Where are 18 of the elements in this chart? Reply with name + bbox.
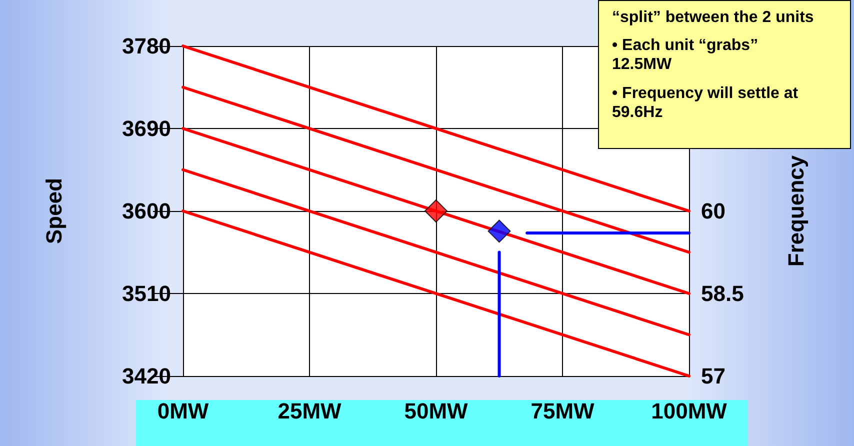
y2-tick-label: 58.5	[701, 281, 744, 306]
y-tick-label: 3420	[122, 364, 171, 388]
x-tick-label: 0MW	[157, 398, 209, 424]
y-tick-label: 3510	[122, 281, 171, 306]
y-axis-title: Speed	[42, 178, 66, 244]
annotation: • Frequency will settle at 59.6Hz	[612, 85, 803, 121]
y2-tick-label: 57	[701, 364, 726, 388]
x-tick-label: 75MW	[530, 398, 595, 424]
x-tick-label: 25MW	[278, 398, 342, 424]
y-tick-label: 3600	[122, 198, 171, 224]
annotation: • Each unit “grabs” 12.5MW	[612, 37, 763, 73]
text: “split” between the 2 units	[612, 9, 814, 26]
y2-tick-label: 60	[701, 198, 726, 224]
x-tick-label: 50MW	[404, 398, 468, 424]
y-tick-label: 3690	[122, 116, 171, 141]
x-tick-label: 100MW	[651, 398, 728, 424]
y2-axis-title: Frequency	[784, 154, 808, 267]
y-tick-label: 3780	[122, 34, 171, 58]
